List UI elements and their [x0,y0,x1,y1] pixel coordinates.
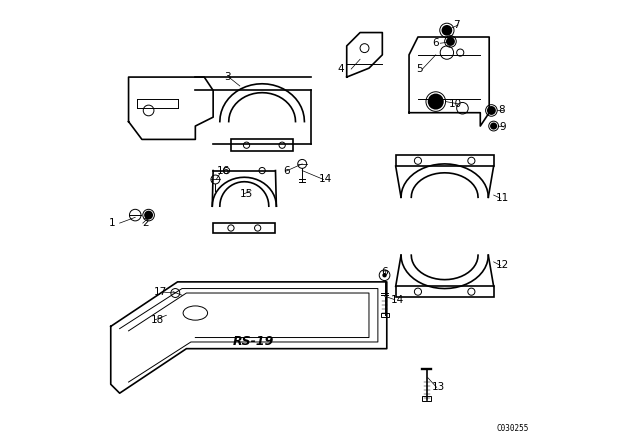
Text: 11: 11 [496,193,509,203]
Text: 12: 12 [496,260,509,271]
Bar [396,286,493,297]
Text: 7: 7 [454,20,460,30]
Text: 17: 17 [154,287,167,297]
Circle shape [382,273,387,277]
Circle shape [144,211,153,220]
Circle shape [446,37,455,46]
Text: 6: 6 [432,38,439,48]
Text: RS-19: RS-19 [232,336,274,349]
Text: 2: 2 [142,218,148,228]
Text: 14: 14 [319,174,332,185]
Bar [213,223,275,233]
Text: 15: 15 [240,189,253,199]
Circle shape [487,106,496,115]
Circle shape [442,25,452,36]
Bar [422,396,431,401]
Text: 3: 3 [224,72,231,82]
Text: 8: 8 [498,105,505,116]
Text: 10: 10 [449,99,462,109]
Text: 5: 5 [416,64,422,74]
Circle shape [428,94,444,110]
Text: C030255: C030255 [497,424,529,433]
Text: 1: 1 [109,218,115,228]
Bar [396,155,493,166]
Bar [231,139,293,151]
Text: 18: 18 [151,315,164,325]
Text: 9: 9 [499,122,506,132]
Text: 4: 4 [338,64,344,74]
Text: 16: 16 [217,167,230,177]
Bar [381,313,388,318]
Text: 6: 6 [381,267,388,277]
Text: 13: 13 [432,383,445,392]
Circle shape [490,122,497,129]
Text: 6: 6 [284,167,290,177]
Text: 14: 14 [390,295,404,305]
